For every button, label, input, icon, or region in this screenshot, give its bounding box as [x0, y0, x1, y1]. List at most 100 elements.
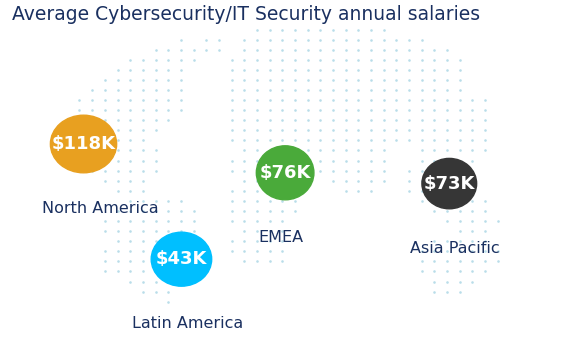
Text: $76K: $76K [259, 164, 311, 182]
Point [151, 77, 160, 83]
Point [290, 67, 300, 73]
Point [455, 138, 464, 143]
Point [265, 117, 274, 123]
Point [316, 117, 325, 123]
Point [252, 87, 262, 93]
Point [366, 127, 376, 133]
Point [100, 127, 109, 133]
Point [75, 158, 84, 163]
Point [214, 47, 223, 53]
Point [240, 258, 249, 264]
Point [366, 97, 376, 103]
Point [468, 97, 477, 103]
Point [138, 208, 147, 214]
Point [252, 178, 262, 184]
Point [354, 178, 363, 184]
Point [417, 57, 426, 63]
Point [316, 148, 325, 153]
Point [227, 208, 236, 214]
Point [480, 228, 490, 234]
Point [265, 178, 274, 184]
Point [442, 77, 452, 83]
Point [151, 168, 160, 174]
Point [303, 168, 312, 174]
Point [290, 198, 300, 204]
Point [341, 77, 350, 83]
Point [176, 279, 185, 284]
Point [417, 188, 426, 194]
Point [468, 228, 477, 234]
Point [430, 168, 439, 174]
Point [480, 148, 490, 153]
Point [151, 87, 160, 93]
Point [100, 87, 109, 93]
Point [138, 87, 147, 93]
Point [265, 238, 274, 244]
Point [202, 47, 211, 53]
Point [442, 279, 452, 284]
Point [354, 97, 363, 103]
Text: Latin America: Latin America [131, 316, 243, 332]
Point [354, 168, 363, 174]
Point [100, 168, 109, 174]
Point [240, 138, 249, 143]
Point [316, 27, 325, 32]
Point [278, 27, 287, 32]
Point [379, 158, 388, 163]
Point [480, 238, 490, 244]
Point [468, 208, 477, 214]
Point [151, 228, 160, 234]
Point [290, 178, 300, 184]
Point [240, 158, 249, 163]
Point [430, 117, 439, 123]
Point [227, 117, 236, 123]
Point [455, 289, 464, 294]
Point [100, 148, 109, 153]
Point [290, 57, 300, 63]
Point [240, 148, 249, 153]
Point [468, 117, 477, 123]
Point [341, 47, 350, 53]
Point [240, 97, 249, 103]
Point [328, 107, 338, 113]
Point [278, 228, 287, 234]
Point [278, 218, 287, 224]
Point [468, 188, 477, 194]
Point [126, 168, 135, 174]
Point [240, 168, 249, 174]
Point [303, 37, 312, 42]
Point [328, 127, 338, 133]
Point [227, 107, 236, 113]
Point [151, 269, 160, 274]
Point [290, 97, 300, 103]
Point [164, 269, 173, 274]
Point [316, 77, 325, 83]
Point [265, 198, 274, 204]
Point [328, 27, 338, 32]
Point [366, 117, 376, 123]
Point [151, 248, 160, 254]
Point [404, 57, 414, 63]
Point [417, 168, 426, 174]
Point [227, 158, 236, 163]
Point [442, 168, 452, 174]
Point [442, 97, 452, 103]
Point [366, 57, 376, 63]
Point [151, 218, 160, 224]
Point [290, 107, 300, 113]
Point [138, 77, 147, 83]
Point [480, 117, 490, 123]
Point [417, 87, 426, 93]
Point [138, 107, 147, 113]
Point [176, 269, 185, 274]
Point [62, 127, 71, 133]
Point [88, 168, 97, 174]
Text: $43K: $43K [156, 250, 207, 268]
Point [328, 87, 338, 93]
Point [278, 97, 287, 103]
Point [138, 117, 147, 123]
Point [417, 148, 426, 153]
Point [379, 87, 388, 93]
Point [252, 37, 262, 42]
Point [430, 258, 439, 264]
